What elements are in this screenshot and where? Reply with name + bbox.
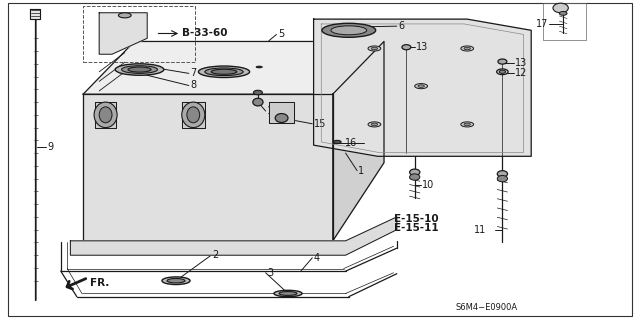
Text: 9: 9: [47, 142, 54, 152]
Polygon shape: [83, 94, 333, 241]
Text: E-15-11: E-15-11: [394, 223, 438, 233]
Ellipse shape: [415, 84, 428, 89]
Ellipse shape: [559, 11, 567, 15]
Text: 10: 10: [422, 180, 435, 190]
Ellipse shape: [182, 102, 205, 128]
Ellipse shape: [279, 292, 297, 295]
Text: 4: 4: [314, 253, 320, 263]
Ellipse shape: [461, 46, 474, 51]
Ellipse shape: [410, 169, 420, 175]
Ellipse shape: [253, 98, 263, 106]
Ellipse shape: [187, 107, 200, 123]
Ellipse shape: [497, 171, 508, 177]
Ellipse shape: [553, 3, 568, 13]
Ellipse shape: [256, 66, 262, 68]
Ellipse shape: [464, 47, 470, 50]
Ellipse shape: [198, 66, 250, 78]
Text: 1: 1: [358, 166, 365, 176]
Ellipse shape: [410, 174, 420, 180]
Polygon shape: [70, 217, 397, 255]
Ellipse shape: [331, 26, 367, 35]
Polygon shape: [269, 102, 294, 123]
Ellipse shape: [275, 114, 288, 122]
Text: 5: 5: [278, 29, 284, 40]
Ellipse shape: [205, 68, 243, 76]
Ellipse shape: [115, 64, 164, 75]
Ellipse shape: [498, 59, 507, 64]
Ellipse shape: [99, 107, 112, 123]
Ellipse shape: [322, 23, 376, 37]
Polygon shape: [95, 102, 116, 128]
Ellipse shape: [94, 102, 117, 128]
Ellipse shape: [167, 278, 185, 283]
Bar: [83, 6, 195, 62]
Ellipse shape: [371, 47, 378, 50]
Text: 3: 3: [267, 268, 273, 278]
Polygon shape: [182, 102, 205, 128]
Ellipse shape: [333, 140, 341, 144]
Ellipse shape: [368, 46, 381, 51]
Ellipse shape: [253, 90, 262, 95]
Ellipse shape: [118, 13, 131, 18]
Ellipse shape: [499, 70, 506, 73]
Bar: [543, 3, 586, 40]
Ellipse shape: [122, 66, 157, 73]
Text: 17: 17: [536, 19, 548, 29]
Polygon shape: [30, 9, 40, 19]
Text: 8: 8: [190, 80, 196, 91]
Text: 2: 2: [212, 250, 219, 260]
Ellipse shape: [128, 67, 151, 72]
Text: 16: 16: [345, 138, 357, 148]
Polygon shape: [314, 19, 531, 156]
Ellipse shape: [274, 290, 302, 297]
Ellipse shape: [371, 123, 378, 126]
Text: 13: 13: [416, 42, 428, 52]
Polygon shape: [83, 41, 384, 94]
Ellipse shape: [368, 122, 381, 127]
Text: FR.: FR.: [90, 278, 109, 288]
Polygon shape: [333, 41, 384, 241]
Text: 12: 12: [515, 68, 527, 78]
Text: 11: 11: [474, 225, 486, 235]
Ellipse shape: [402, 45, 411, 50]
Ellipse shape: [418, 85, 424, 87]
Text: E-15-10: E-15-10: [394, 213, 438, 224]
Text: 15: 15: [314, 119, 326, 129]
Text: 7: 7: [190, 68, 196, 78]
Polygon shape: [99, 13, 147, 54]
Ellipse shape: [497, 175, 508, 182]
Text: B-33-60: B-33-60: [182, 28, 228, 39]
Text: S6M4−E0900A: S6M4−E0900A: [455, 303, 518, 312]
Text: 14: 14: [267, 106, 279, 116]
Ellipse shape: [211, 69, 237, 74]
Text: 13: 13: [515, 57, 527, 68]
Ellipse shape: [464, 123, 470, 126]
Text: 6: 6: [398, 21, 404, 31]
Ellipse shape: [162, 277, 190, 285]
Ellipse shape: [461, 122, 474, 127]
Ellipse shape: [497, 69, 508, 75]
